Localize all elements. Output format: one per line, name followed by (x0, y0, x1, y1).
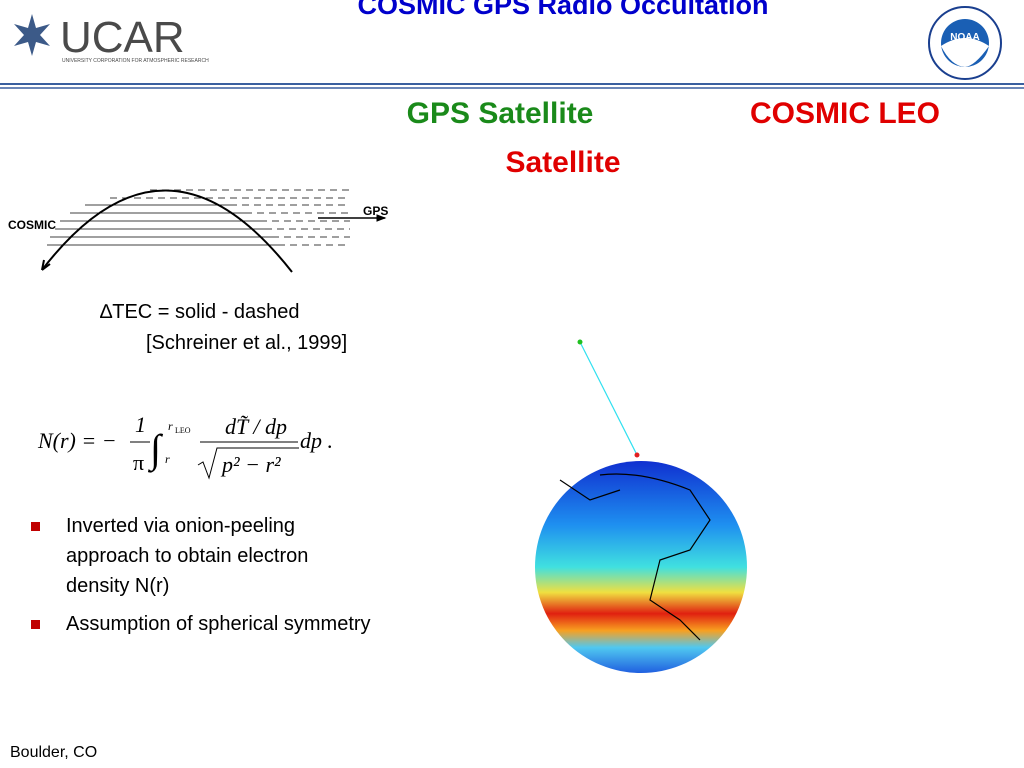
ucar-name: UCAR (60, 13, 185, 62)
cosmic-label: COSMIC LEO (750, 97, 940, 130)
diagram-caption: ∆TEC = solid - dashed (100, 301, 300, 323)
bullet-marker (31, 620, 40, 629)
slide-title: COSMIC GPS Radio Occultation (357, 0, 768, 20)
bullet: Inverted via onion-peeling approach to o… (66, 515, 309, 597)
eq-tail: dp . (300, 428, 333, 453)
ucar-star (14, 14, 50, 56)
gps-label: GPS Satellite (407, 97, 594, 130)
eq-lhs: N(r) = − (37, 428, 117, 453)
cosmic-label: Satellite (505, 146, 620, 179)
equation: N(r) = − 1 π ∫ r r LEO dT̃ / dp p² − r² … (37, 412, 333, 480)
diagram-label: COSMIC (8, 218, 56, 232)
bullet: Assumption of spherical symmetry (66, 613, 371, 635)
eq-integrand-den: p² − r² (220, 452, 281, 477)
eq-den: π (133, 450, 144, 475)
citation: [Schreiner et al., 1999] (146, 332, 347, 354)
globe (535, 339, 747, 673)
noaa-logo: NOAA (928, 6, 1002, 80)
eq-lower: r (165, 452, 170, 466)
footer: Boulder, CO (10, 744, 97, 761)
noaa-name: NOAA (950, 32, 979, 43)
eq-upper: r (168, 419, 173, 433)
diagram-label: GPS (363, 204, 388, 218)
svg-text:∫: ∫ (147, 426, 164, 473)
eq-num: 1 (135, 412, 146, 437)
bullet-marker (31, 522, 40, 531)
eq-integrand-num: dT̃ / dp (225, 414, 287, 439)
ucar-subtitle: UNIVERSITY CORPORATION FOR ATMOSPHERIC R… (62, 58, 209, 64)
ucar-logo: UCAR UNIVERSITY CORPORATION FOR ATMOSPHE… (14, 13, 209, 64)
eq-upper-sub: LEO (175, 426, 191, 435)
occultation-diagram (41, 189, 387, 273)
